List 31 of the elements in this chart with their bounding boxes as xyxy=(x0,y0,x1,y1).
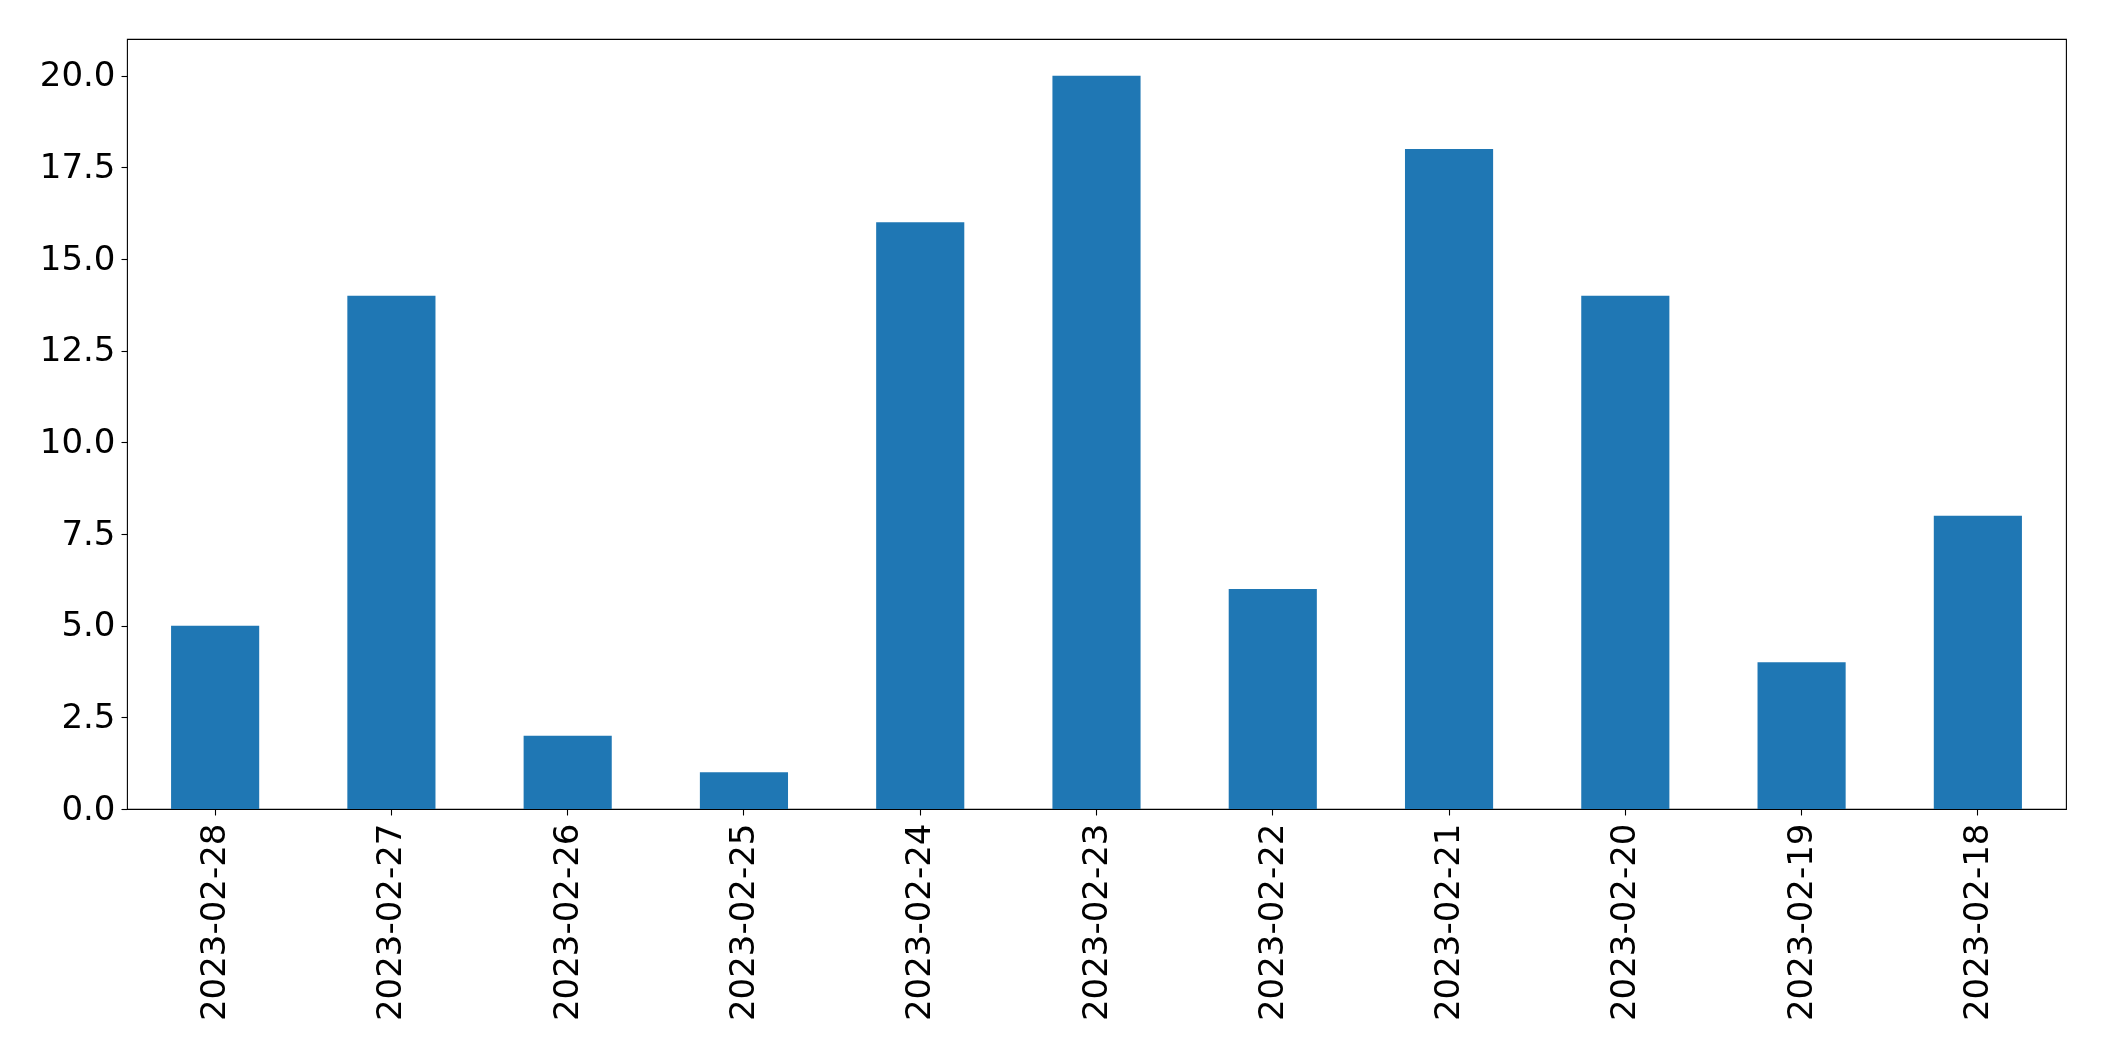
bar xyxy=(1581,295,1670,809)
x-tick-label: 2023-02-20 xyxy=(1603,823,1644,1022)
x-tick-label: 2023-02-19 xyxy=(1779,823,1820,1022)
bar xyxy=(1228,589,1317,809)
y-tick-label: 2.5 xyxy=(61,695,116,736)
y-tick-label: 12.5 xyxy=(39,329,116,370)
y-tick-label: 10.0 xyxy=(39,420,116,461)
x-tick-label: 2023-02-26 xyxy=(545,823,586,1022)
x-tick-label: 2023-02-24 xyxy=(898,823,939,1022)
y-tick-label: 5.0 xyxy=(61,604,116,645)
bar xyxy=(699,772,789,809)
bar xyxy=(347,295,436,809)
bar xyxy=(876,222,965,809)
x-tick-label: 2023-02-22 xyxy=(1250,823,1291,1022)
y-tick-label: 7.5 xyxy=(61,512,116,553)
x-tick-label: 2023-02-23 xyxy=(1074,823,1115,1022)
bar xyxy=(523,735,612,809)
x-tick-label: 2023-02-28 xyxy=(193,823,234,1022)
y-tick-label: 17.5 xyxy=(39,145,116,186)
y-tick-label: 15.0 xyxy=(39,237,116,278)
x-tick-label: 2023-02-25 xyxy=(721,823,762,1022)
bar xyxy=(1404,149,1494,809)
x-tick-label: 2023-02-21 xyxy=(1427,823,1468,1022)
x-tick-label: 2023-02-18 xyxy=(1955,823,1996,1022)
bar xyxy=(1933,515,2022,809)
bar xyxy=(1052,75,1141,809)
y-tick-label: 0.0 xyxy=(61,787,116,828)
bar xyxy=(171,625,260,809)
x-tick-label: 2023-02-27 xyxy=(369,823,410,1022)
y-tick-label: 20.0 xyxy=(39,54,116,95)
bar xyxy=(1757,662,1846,809)
